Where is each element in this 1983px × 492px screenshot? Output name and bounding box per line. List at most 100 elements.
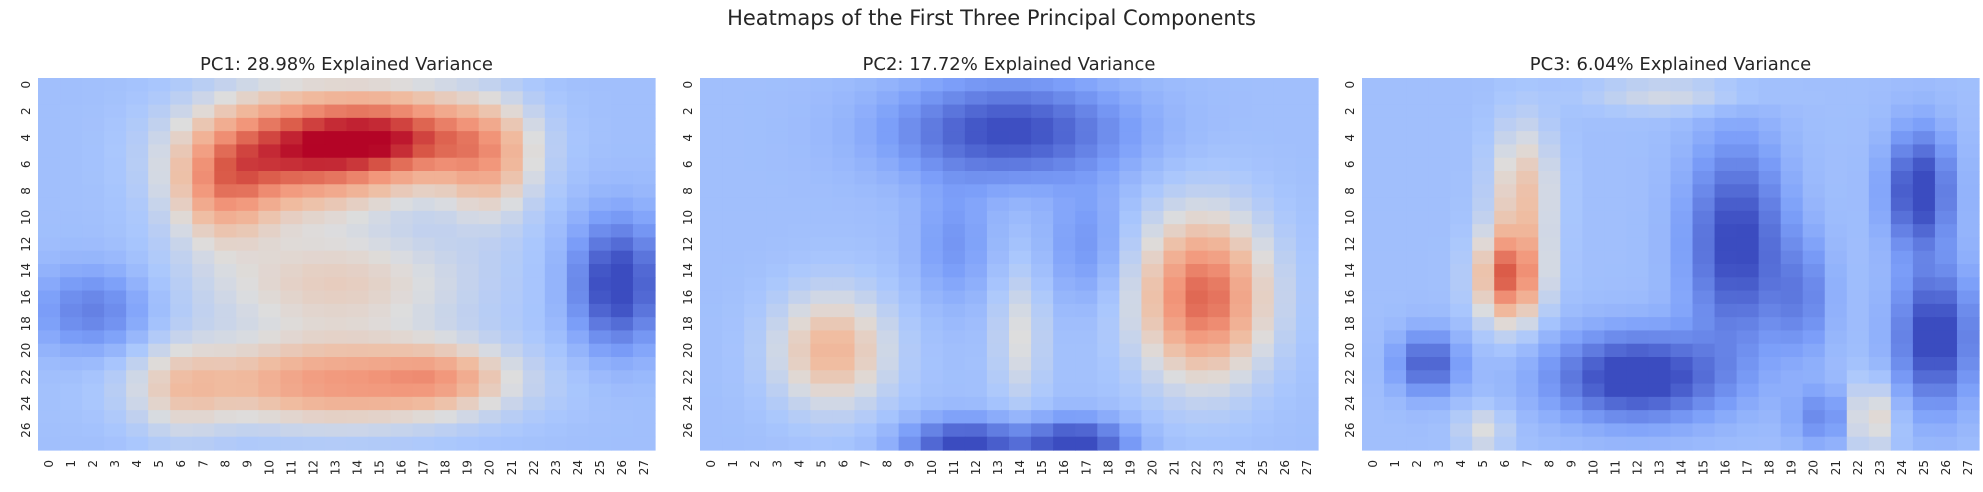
heatmap-cell xyxy=(500,144,524,159)
heatmap-cell xyxy=(854,78,878,92)
heatmap-cell xyxy=(192,144,215,159)
x-tick-label: 1 xyxy=(64,460,78,468)
heatmap-cell xyxy=(214,210,237,225)
heatmap-cell xyxy=(500,264,524,278)
heatmap-cell xyxy=(1692,290,1716,305)
heatmap-cell xyxy=(1031,343,1054,358)
heatmap-cell xyxy=(280,290,304,305)
heatmap-cell xyxy=(104,436,127,451)
heatmap-cell xyxy=(1824,104,1848,119)
heatmap-cell xyxy=(1780,317,1804,332)
heatmap-cell xyxy=(1472,357,1495,371)
heatmap-cell xyxy=(1890,277,1914,292)
heatmap-cell xyxy=(1912,210,1936,225)
heatmap-cell xyxy=(1163,264,1187,278)
heatmap-cell xyxy=(1450,197,1473,212)
heatmap-cell xyxy=(434,303,458,318)
heatmap-cell xyxy=(1119,290,1143,305)
heatmap-cell xyxy=(500,184,524,199)
heatmap-cell xyxy=(1912,117,1936,132)
heatmap-cell xyxy=(170,117,193,132)
heatmap-cell xyxy=(192,290,215,305)
heatmap-cell xyxy=(1362,171,1385,185)
heatmap-cell xyxy=(324,237,348,252)
heatmap-cell xyxy=(82,197,105,212)
heatmap-cell xyxy=(1428,396,1451,411)
heatmap-cell xyxy=(964,343,988,358)
heatmap-cell xyxy=(632,184,656,199)
heatmap-cell xyxy=(1031,383,1054,398)
heatmap-cell xyxy=(942,131,966,146)
heatmap-cell xyxy=(588,131,612,146)
heatmap-cell xyxy=(1384,210,1407,225)
heatmap-cell xyxy=(1692,104,1716,119)
heatmap-cell xyxy=(522,370,546,385)
heatmap-cell xyxy=(722,250,745,265)
heatmap-cell xyxy=(1956,237,1980,252)
heatmap-cell xyxy=(1714,264,1738,278)
heatmap-cell xyxy=(920,264,944,278)
heatmap-cell xyxy=(148,383,171,398)
heatmap-cell xyxy=(1824,91,1848,106)
heatmap-cell xyxy=(1780,171,1804,185)
heatmap-cell xyxy=(788,224,811,239)
heatmap-cell xyxy=(766,157,789,172)
heatmap-cell xyxy=(566,343,590,358)
heatmap-cell xyxy=(544,117,568,132)
heatmap-cell xyxy=(1053,91,1076,106)
heatmap-cell xyxy=(1934,131,1958,146)
heatmap-cell xyxy=(302,290,326,305)
heatmap-cell xyxy=(324,224,348,239)
heatmap-cell xyxy=(1692,250,1716,265)
heatmap-cell xyxy=(456,210,480,225)
heatmap-cell xyxy=(1912,303,1936,318)
heatmap-cell xyxy=(1670,117,1694,132)
heatmap-cell xyxy=(1251,117,1275,132)
heatmap-cell xyxy=(1516,383,1539,398)
heatmap-cell xyxy=(788,436,811,451)
x-tick-label: 24 xyxy=(1895,460,1909,475)
heatmap-cell xyxy=(82,157,105,172)
heatmap-cell xyxy=(832,264,856,278)
heatmap-cell xyxy=(1185,330,1209,345)
heatmap-cell xyxy=(1406,250,1429,265)
heatmap-cell xyxy=(1868,264,1892,278)
heatmap-cell xyxy=(1692,144,1716,159)
heatmap-cell xyxy=(148,184,171,199)
heatmap-cell xyxy=(324,370,348,385)
heatmap-cell xyxy=(412,303,436,318)
heatmap-cell xyxy=(412,104,436,119)
heatmap-cell xyxy=(632,343,656,358)
y-tick-label: 6 xyxy=(681,161,695,169)
heatmap-cell xyxy=(1934,383,1958,398)
heatmap-cell xyxy=(1758,423,1782,438)
heatmap-cell xyxy=(1648,436,1672,451)
heatmap-cell xyxy=(964,396,988,411)
heatmap-cell xyxy=(236,117,259,132)
heatmap-cell xyxy=(566,144,590,159)
heatmap-cell xyxy=(1758,290,1782,305)
heatmap-cell xyxy=(1604,157,1628,172)
heatmap-cell xyxy=(1163,423,1187,438)
heatmap-cell xyxy=(1956,171,1980,185)
heatmap-cell xyxy=(1736,303,1760,318)
heatmap-cell xyxy=(1009,264,1032,278)
heatmap-cell xyxy=(854,290,878,305)
heatmap-cell xyxy=(942,423,966,438)
heatmap-cell xyxy=(766,184,789,199)
heatmap-cell xyxy=(1582,250,1605,265)
heatmap-cell xyxy=(1053,317,1076,332)
heatmap-cell xyxy=(346,303,370,318)
heatmap-cell xyxy=(478,104,502,119)
heatmap-cell xyxy=(1428,277,1451,292)
heatmap-cell xyxy=(632,210,656,225)
heatmap-cell xyxy=(610,317,634,332)
heatmap-cell xyxy=(1185,343,1209,358)
heatmap-cell xyxy=(1075,436,1098,451)
heatmap-cell xyxy=(170,250,193,265)
heatmap-cell xyxy=(1956,264,1980,278)
x-tick-label: 13 xyxy=(328,460,342,475)
heatmap-cell xyxy=(258,131,281,146)
heatmap-cell xyxy=(1362,197,1385,212)
heatmap-cell xyxy=(1846,250,1870,265)
